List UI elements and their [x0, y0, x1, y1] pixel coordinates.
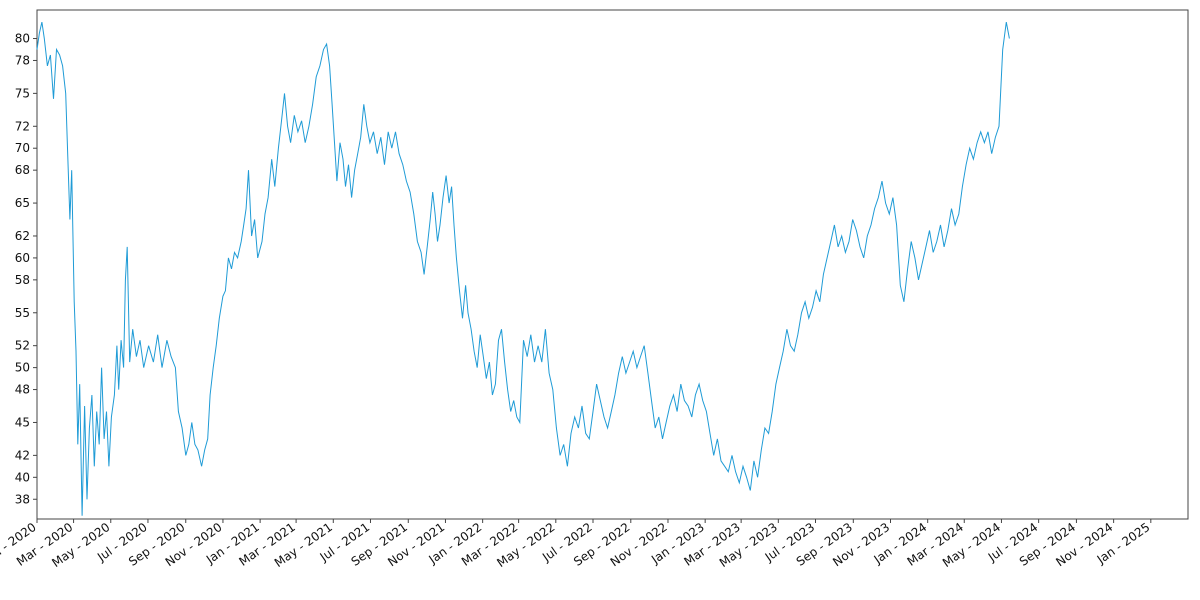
y-tick-label: 60	[15, 251, 30, 265]
y-tick-label: 38	[15, 492, 30, 506]
series-line-0	[36, 21, 1010, 516]
y-tick-label: 45	[15, 415, 30, 429]
y-tick-label: 68	[15, 163, 30, 177]
plot-area	[36, 9, 1189, 520]
y-tick-label: 70	[15, 141, 30, 155]
y-tick-label: 42	[15, 448, 30, 462]
y-tick-label: 62	[15, 229, 30, 243]
y-tick-label: 52	[15, 339, 30, 353]
y-tick-label: 40	[15, 470, 30, 484]
y-tick-label: 58	[15, 273, 30, 287]
y-tick-label: 72	[15, 119, 30, 133]
y-tick-label: 80	[15, 32, 30, 46]
y-tick-label: 65	[15, 196, 30, 210]
y-tick-label: 75	[15, 86, 30, 100]
y-tick-label: 50	[15, 361, 30, 375]
y-axis: 38 40 42 45 48 50 52 55 58 60 62 65 68 70 72 75 78 80	[15, 32, 37, 506]
y-tick-label: 55	[15, 306, 30, 320]
y-tick-label: 78	[15, 53, 30, 67]
series-layer	[36, 21, 1010, 516]
y-tick-label: 48	[15, 383, 30, 397]
